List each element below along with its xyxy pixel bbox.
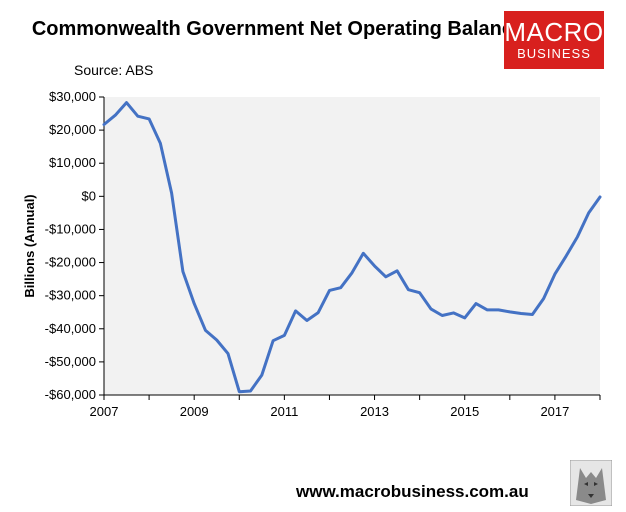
y-tick-label: $0	[82, 188, 96, 203]
logo-line-1: MACRO	[504, 17, 604, 47]
chart-title: Commonwealth Government Net Operating Ba…	[31, 18, 525, 40]
series-group	[102, 101, 602, 394]
y-tick-label: -$20,000	[45, 255, 96, 270]
y-tick-label: -$40,000	[45, 321, 96, 336]
y-tick-label: -$50,000	[45, 354, 96, 369]
x-tick-label: 2013	[360, 404, 389, 419]
plot-area	[104, 97, 600, 395]
wolf-logo-icon	[570, 460, 612, 506]
y-tick-label: $30,000	[49, 89, 96, 104]
y-axis-ticks: $30,000 $20,000 $10,000 $0 -$10,000 -$20,000 -…	[45, 89, 104, 402]
website-url: www.macrobusiness.com.au	[296, 482, 529, 501]
logo-line-2: BUSINESS	[517, 46, 591, 61]
axes	[103, 97, 600, 396]
x-axis-ticks: 2007 2009 2011 2013 2015 2017	[90, 395, 601, 419]
x-tick-label: 2009	[180, 404, 209, 419]
macrobusiness-logo: MACRO BUSINESS	[504, 11, 604, 69]
x-tick-label: 2011	[270, 404, 298, 419]
x-tick-label: 2007	[90, 404, 119, 419]
y-axis-label: Billions (Annual)	[22, 194, 37, 297]
source-note: Source: ABS	[74, 62, 154, 78]
y-tick-label: -$60,000	[45, 387, 96, 402]
y-tick-label: $10,000	[49, 155, 96, 170]
y-tick-label: -$10,000	[45, 221, 96, 236]
y-tick-label: -$30,000	[45, 288, 96, 303]
y-tick-label: $20,000	[49, 122, 96, 137]
series-line	[102, 101, 602, 394]
x-tick-label: 2017	[540, 404, 569, 419]
x-tick-label: 2015	[450, 404, 479, 419]
